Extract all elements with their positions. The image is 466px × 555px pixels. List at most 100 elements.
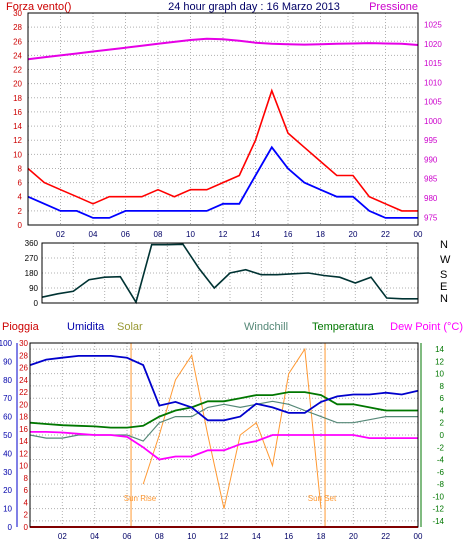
humidity-axis-tick-label: 0 xyxy=(8,523,13,532)
compass-label: N xyxy=(440,293,448,305)
x-tick-label: 10 xyxy=(187,532,196,541)
x-tick-label: 22 xyxy=(381,532,390,541)
x-tick-label: 16 xyxy=(284,532,293,541)
x-tick-label: 06 xyxy=(123,532,132,541)
right-axis-tick-label: 975 xyxy=(424,213,438,222)
left-axis-tick-label: 20 xyxy=(13,80,22,89)
temperature-line xyxy=(29,391,418,429)
left-axis-tick-label: 22 xyxy=(13,66,22,75)
legend-windchill: Windchill xyxy=(244,321,288,333)
left-axis-tick-label: 4 xyxy=(18,193,23,202)
left-axis-tick-label: 2 xyxy=(18,207,23,216)
left-axis-tick-label: 16 xyxy=(13,108,22,117)
x-tick-label: 02 xyxy=(56,230,65,239)
humidity-axis-tick-label: 100 xyxy=(0,339,13,348)
right-axis-tick-label: 980 xyxy=(424,194,438,203)
rain-axis-tick-label: 22 xyxy=(19,388,28,397)
wind-direction-line xyxy=(41,243,418,305)
x-tick-label: 00 xyxy=(414,230,423,239)
temperature-axis-tick-label: 4 xyxy=(440,406,445,415)
rain-axis-tick-label: 10 xyxy=(19,462,28,471)
humidity-axis-tick-label: 30 xyxy=(3,468,12,477)
x-tick-label: 18 xyxy=(317,532,326,541)
temperature-axis-tick-label: 10 xyxy=(435,370,444,379)
humidity-axis-tick-label: 10 xyxy=(3,505,12,514)
x-tick-label: 10 xyxy=(186,230,195,239)
top-plot-frame xyxy=(27,12,419,226)
x-tick-label: 12 xyxy=(220,532,229,541)
left-axis-tick-label: 0 xyxy=(18,221,23,230)
left-axis-tick-label: 6 xyxy=(18,179,23,188)
x-tick-label: 02 xyxy=(58,532,67,541)
legend-dewpoint: Dew Point (°C) xyxy=(390,321,463,333)
right-axis-tick-label: 1015 xyxy=(424,59,442,68)
left-axis-tick-label: 26 xyxy=(13,37,22,46)
rain-axis-tick-label: 18 xyxy=(19,413,28,422)
legend-humidity: Umidita xyxy=(67,321,105,333)
x-tick-label: 22 xyxy=(381,230,390,239)
temperature-axis-tick-label: 6 xyxy=(440,394,445,403)
direction-axis-tick-label: 360 xyxy=(25,239,39,248)
pressure-title: Pressione xyxy=(369,1,418,13)
humidity-axis-tick-label: 20 xyxy=(3,486,12,495)
direction-axis-tick-label: 180 xyxy=(25,269,39,278)
x-tick-label: 08 xyxy=(155,532,164,541)
wind-title: Forza vento() xyxy=(6,1,71,13)
left-axis-tick-label: 18 xyxy=(13,94,22,103)
right-axis-tick-label: 1000 xyxy=(424,117,442,126)
temperature-axis-tick-label: -8 xyxy=(437,480,445,489)
x-tick-label: 20 xyxy=(349,532,358,541)
temperature-axis-tick-label: 8 xyxy=(440,382,445,391)
rain-axis-tick-label: 6 xyxy=(24,486,29,495)
temperature-axis-tick-label: -6 xyxy=(437,468,445,477)
compass-label: W xyxy=(440,254,451,266)
humidity-line xyxy=(29,354,419,422)
x-tick-label: 16 xyxy=(284,230,293,239)
left-axis-tick-label: 28 xyxy=(13,23,22,32)
x-tick-label: 20 xyxy=(349,230,358,239)
rain-axis-tick-label: 26 xyxy=(19,364,28,373)
humidity-axis-tick-label: 90 xyxy=(3,357,12,366)
right-axis-tick-label: 990 xyxy=(424,155,438,164)
humidity-axis-tick-label: 60 xyxy=(3,413,12,422)
rain-axis-tick-label: 20 xyxy=(19,400,28,409)
left-axis-tick-label: 12 xyxy=(13,136,22,145)
direction-plot-frame xyxy=(41,242,419,304)
legend-solar: Solar xyxy=(117,321,143,333)
x-tick-label: 18 xyxy=(316,230,325,239)
legend-rain: Pioggia xyxy=(2,321,40,333)
temperature-axis-tick-label: 2 xyxy=(440,419,445,428)
x-tick-label: 12 xyxy=(219,230,228,239)
temperature-axis-tick-label: 0 xyxy=(440,431,445,440)
x-tick-label: 06 xyxy=(121,230,130,239)
bottom-plot-frame xyxy=(29,342,419,528)
rain-axis-tick-label: 24 xyxy=(19,376,28,385)
humidity-axis-tick-label: 70 xyxy=(3,394,12,403)
right-axis-tick-label: 1010 xyxy=(424,78,442,87)
sunset-label: Sun Set xyxy=(308,494,337,503)
rain-axis-tick-label: 4 xyxy=(24,498,29,507)
compass-label: S xyxy=(440,269,447,281)
left-axis-tick-label: 10 xyxy=(13,150,22,159)
x-tick-label: 04 xyxy=(90,532,99,541)
rain-axis-tick-label: 2 xyxy=(24,511,29,520)
x-tick-label: 14 xyxy=(251,230,260,239)
temperature-axis-tick-label: -2 xyxy=(437,443,445,452)
rain-axis-tick-label: 0 xyxy=(24,523,29,532)
humidity-axis-tick-label: 50 xyxy=(3,431,12,440)
temperature-axis-tick-label: -4 xyxy=(437,456,445,465)
right-axis-tick-label: 995 xyxy=(424,136,438,145)
x-tick-label: 14 xyxy=(252,532,261,541)
pressure-line xyxy=(27,37,419,61)
x-tick-label: 04 xyxy=(89,230,98,239)
direction-axis-tick-label: 90 xyxy=(29,284,38,293)
rain-axis-tick-label: 28 xyxy=(19,351,28,360)
sunrise-label: Sun Rise xyxy=(124,494,157,503)
temperature-axis-tick-label: 14 xyxy=(435,345,444,354)
left-axis-tick-label: 24 xyxy=(13,51,22,60)
right-axis-tick-label: 985 xyxy=(424,175,438,184)
rain-axis-tick-label: 16 xyxy=(19,425,28,434)
left-axis-tick-label: 30 xyxy=(13,9,22,18)
